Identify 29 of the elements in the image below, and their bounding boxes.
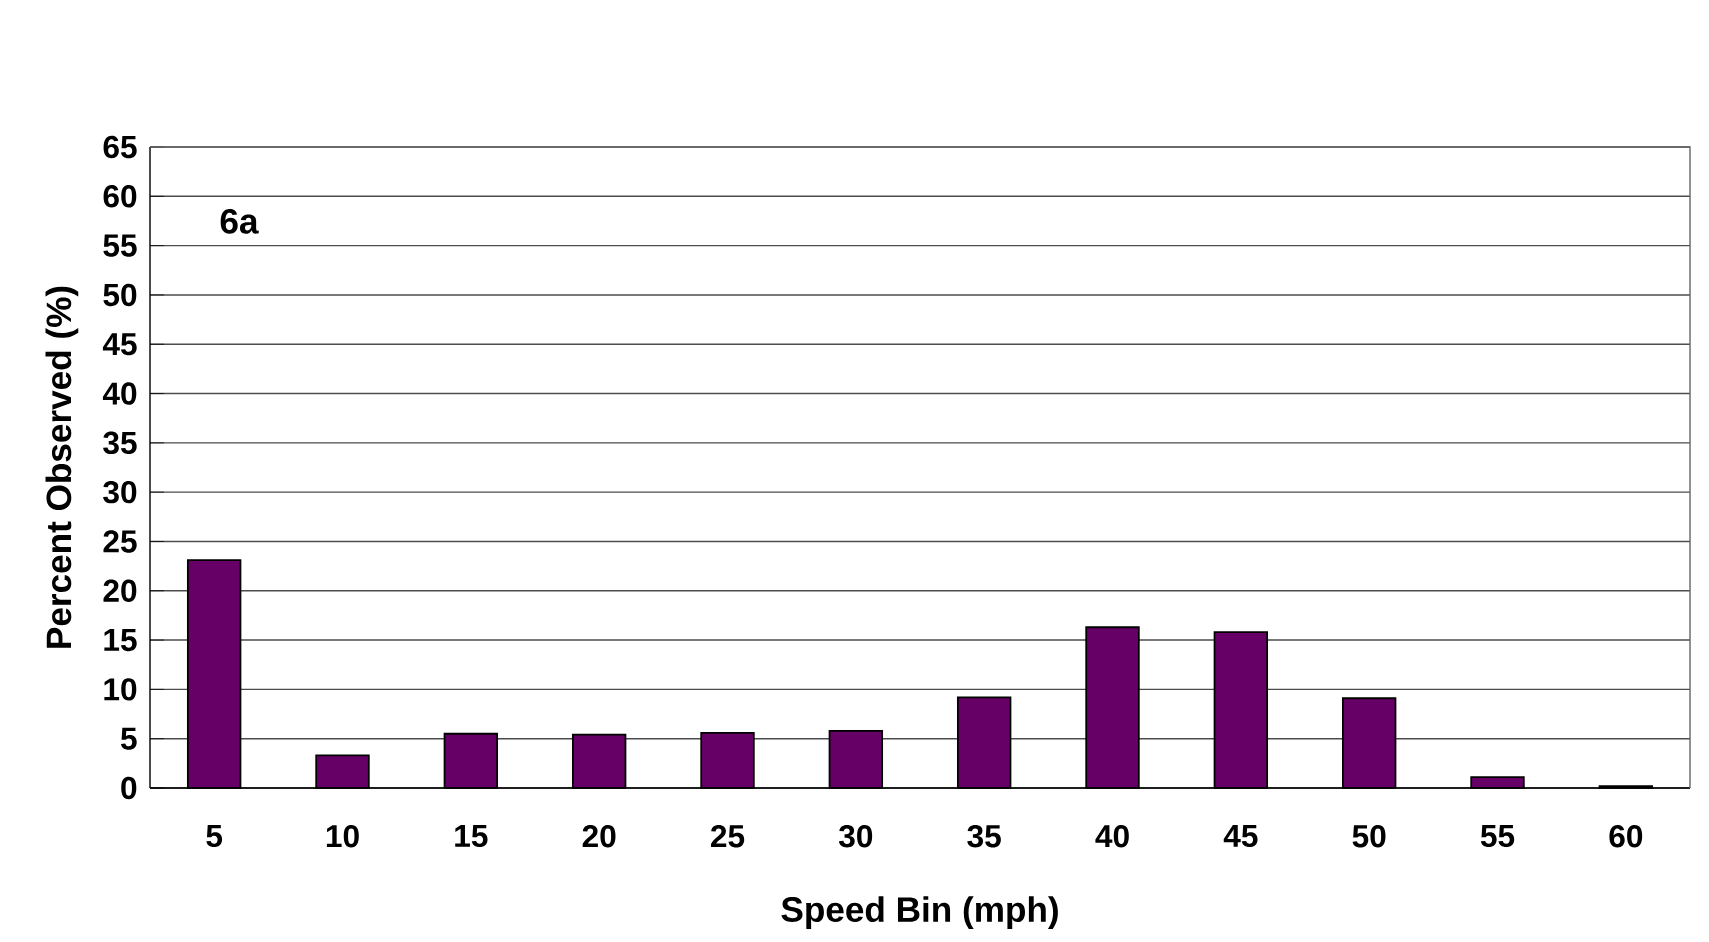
y-tick-label: 30 <box>103 480 137 504</box>
y-tick-label: 35 <box>103 431 137 455</box>
x-tick-label: 50 <box>1352 824 1386 848</box>
y-tick-label: 10 <box>104 678 137 701</box>
x-tick-label: 30 <box>838 824 873 848</box>
y-tick-label: 60 <box>103 185 137 208</box>
y-tick-label: 0 <box>121 776 137 800</box>
y-axis-title: Percent Observed (%) <box>45 286 79 648</box>
y-tick-label: 40 <box>102 382 137 405</box>
x-tick-label: 35 <box>967 824 1001 848</box>
x-tick-label: 40 <box>1095 824 1129 848</box>
y-tick-label: 25 <box>103 530 137 553</box>
x-tick-label: 45 <box>1223 825 1258 848</box>
x-tick-label: 25 <box>711 824 745 848</box>
x-tick-label: 15 <box>455 825 488 848</box>
x-tick-label: 55 <box>1480 825 1515 848</box>
x-tick-label: 20 <box>582 824 616 848</box>
y-tick-label: 50 <box>103 283 137 307</box>
x-axis-title: Speed Bin (mph) <box>781 896 1058 929</box>
annotation: 6a <box>220 208 259 234</box>
y-tick-label: 15 <box>104 629 137 652</box>
x-tick-label: 60 <box>1609 824 1643 848</box>
x-tick-label: 10 <box>326 824 359 848</box>
y-tick-label: 65 <box>103 135 137 159</box>
y-tick-label: 45 <box>102 333 137 356</box>
y-tick-label: 55 <box>103 234 137 257</box>
x-tick-label: 5 <box>206 825 223 848</box>
y-tick-label: 20 <box>103 579 137 602</box>
y-tick-label: 5 <box>120 727 137 750</box>
